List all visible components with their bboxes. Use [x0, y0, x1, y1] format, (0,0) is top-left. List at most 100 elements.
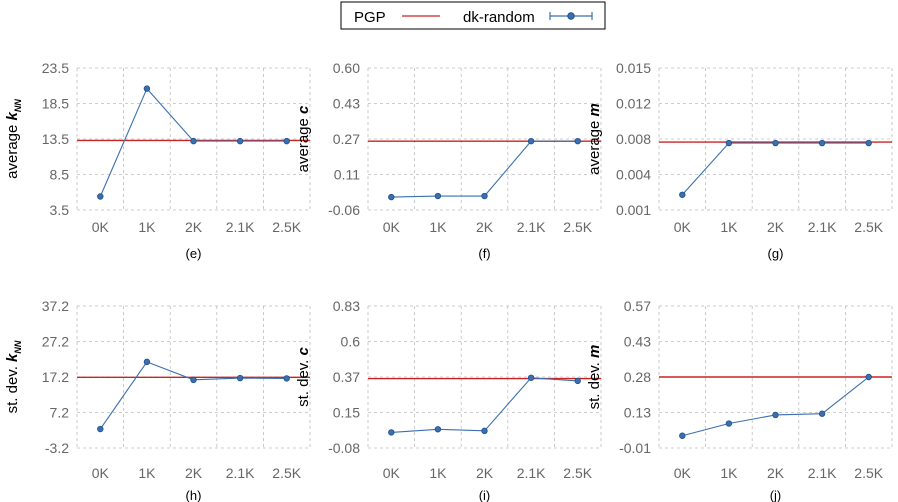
x-tick-label: 2K — [476, 219, 494, 235]
dk-random-point — [236, 374, 244, 382]
dk-random-point — [283, 137, 290, 145]
y-tick-label: 0.43 — [333, 96, 360, 112]
y-tick-label: 0.27 — [333, 131, 360, 147]
panel-caption: (j) — [770, 488, 782, 502]
x-tick-label: 0K — [674, 465, 692, 481]
y-tick-label: 0.28 — [624, 369, 651, 385]
dk-random-point — [574, 137, 581, 145]
y-tick-label: 27.2 — [42, 334, 69, 350]
y-axis-label: average m — [586, 103, 603, 175]
y-tick-label: 23.5 — [42, 60, 69, 76]
x-tick-label: 1K — [720, 219, 738, 235]
y-tick-label: -0.06 — [328, 202, 360, 218]
panel-caption: (i) — [479, 488, 491, 502]
dk-random-point — [574, 377, 581, 385]
dk-random-series-line — [391, 377, 578, 433]
x-tick-label: 2.1K — [517, 465, 546, 481]
x-tick-label: 0K — [383, 219, 401, 235]
x-tick-label: 2.5K — [272, 465, 301, 481]
dk-random-point — [481, 427, 488, 435]
x-tick-label: 2.5K — [854, 465, 883, 481]
dk-random-point — [865, 373, 872, 381]
y-tick-label: -0.01 — [619, 440, 651, 456]
dk-random-point — [527, 374, 535, 381]
y-tick-label: -0.08 — [328, 440, 360, 456]
dk-random-point — [725, 139, 733, 147]
dk-random-point — [434, 192, 442, 200]
y-tick-label: 0.004 — [616, 167, 651, 183]
panel-caption: (f) — [478, 246, 490, 261]
y-tick-label: 7.2 — [50, 405, 70, 421]
chart-panel-f: 0.60 0.43 0.27 0.11 -0.06 0K 1K 2K 2.1K 2.5K avera… — [295, 60, 602, 261]
x-tick-label: 2.5K — [563, 465, 592, 481]
y-tick-label: 3.5 — [50, 202, 70, 218]
x-tick-label: 1K — [429, 219, 447, 235]
y-tick-label: 37.2 — [42, 298, 69, 314]
y-tick-label: 18.5 — [42, 96, 69, 112]
panel-caption: (g) — [768, 246, 784, 261]
x-tick-label: 0K — [92, 219, 110, 235]
dk-random-point — [818, 410, 826, 417]
x-tick-label: 2.1K — [808, 465, 837, 481]
x-tick-label: 1K — [138, 465, 156, 481]
dk-random-point — [388, 429, 395, 436]
chart-panel-i: 0.83 0.6 0.37 0.15 -0.08 0K 1K 2K 2.1K 2.5K st. de… — [295, 298, 602, 502]
legend-label-dk-random: dk-random — [463, 9, 535, 26]
y-tick-label: 0.6 — [341, 334, 361, 350]
y-axis-label: st. dev. m — [586, 345, 603, 410]
dk-random-point — [97, 193, 104, 200]
x-tick-label: 2K — [185, 219, 203, 235]
x-tick-label: 2.5K — [854, 219, 883, 235]
panel-caption: (e) — [186, 246, 202, 261]
chart-panel-j: 0.57 0.43 0.28 0.13 -0.01 0K 1K 2K 2.1K 2.5K st. d… — [586, 298, 893, 502]
y-tick-label: 8.5 — [50, 167, 70, 183]
x-tick-label: 0K — [674, 219, 692, 235]
dk-random-point — [481, 192, 488, 200]
x-tick-label: 2.1K — [226, 219, 255, 235]
y-axis-label: average c — [295, 105, 312, 172]
dk-random-point — [679, 432, 686, 439]
x-tick-label: 1K — [720, 465, 738, 481]
chart-panel-g: 0.015 0.012 0.008 0.004 0.001 0K 1K 2K 2.1K 2.5K a… — [586, 60, 893, 261]
chart-panel-e: 23.5 18.5 13.5 8.5 3.5 0K 1K 2K 2.1K 2.5K average … — [4, 60, 311, 261]
x-tick-label: 2K — [185, 465, 203, 481]
dk-random-point — [143, 358, 151, 366]
y-tick-label: 0.43 — [624, 334, 651, 350]
dk-random-series-line — [681, 142, 869, 196]
panels: 23.5 18.5 13.5 8.5 3.5 0K 1K 2K 2.1K 2.5K average … — [4, 60, 893, 502]
legend-marker-dk-random — [549, 12, 593, 20]
dk-random-point — [190, 376, 197, 384]
x-tick-label: 1K — [138, 219, 156, 235]
dk-random-point — [190, 137, 197, 145]
y-tick-label: -3.2 — [45, 440, 69, 456]
dk-random-series-line — [99, 361, 287, 430]
dk-random-series-line — [682, 376, 870, 437]
y-axis-label: st. dev. kNN — [4, 340, 23, 413]
x-tick-label: 2K — [767, 219, 785, 235]
dk-random-point — [818, 139, 826, 147]
y-axis-label: average kNN — [4, 99, 23, 179]
dk-random-point — [236, 137, 244, 145]
dk-random-point — [725, 420, 733, 427]
dk-random-point — [97, 425, 104, 433]
x-tick-label: 2K — [476, 465, 494, 481]
chart-panel-h: 37.2 27.2 17.2 7.2 -3.2 0K 1K 2K 2.1K 2.5K st. dev… — [4, 298, 311, 502]
x-tick-label: 2.1K — [517, 219, 546, 235]
dk-random-point — [388, 193, 395, 201]
x-tick-label: 2K — [767, 465, 785, 481]
y-tick-label: 0.008 — [616, 131, 651, 147]
dk-random-point — [434, 426, 442, 433]
x-tick-label: 1K — [429, 465, 447, 481]
legend: PGP dk-random — [340, 1, 606, 30]
y-tick-label: 0.15 — [333, 405, 360, 421]
dk-random-point — [865, 139, 872, 147]
x-tick-label: 2.5K — [272, 219, 301, 235]
legend-label-pgp: PGP — [354, 9, 386, 26]
y-tick-label: 0.37 — [333, 369, 360, 385]
y-tick-label: 0.012 — [616, 96, 651, 112]
x-tick-label: 2.1K — [226, 465, 255, 481]
y-tick-label: 17.2 — [42, 369, 69, 385]
dk-random-point — [679, 191, 686, 198]
y-axis-label: st. dev. c — [295, 346, 312, 406]
